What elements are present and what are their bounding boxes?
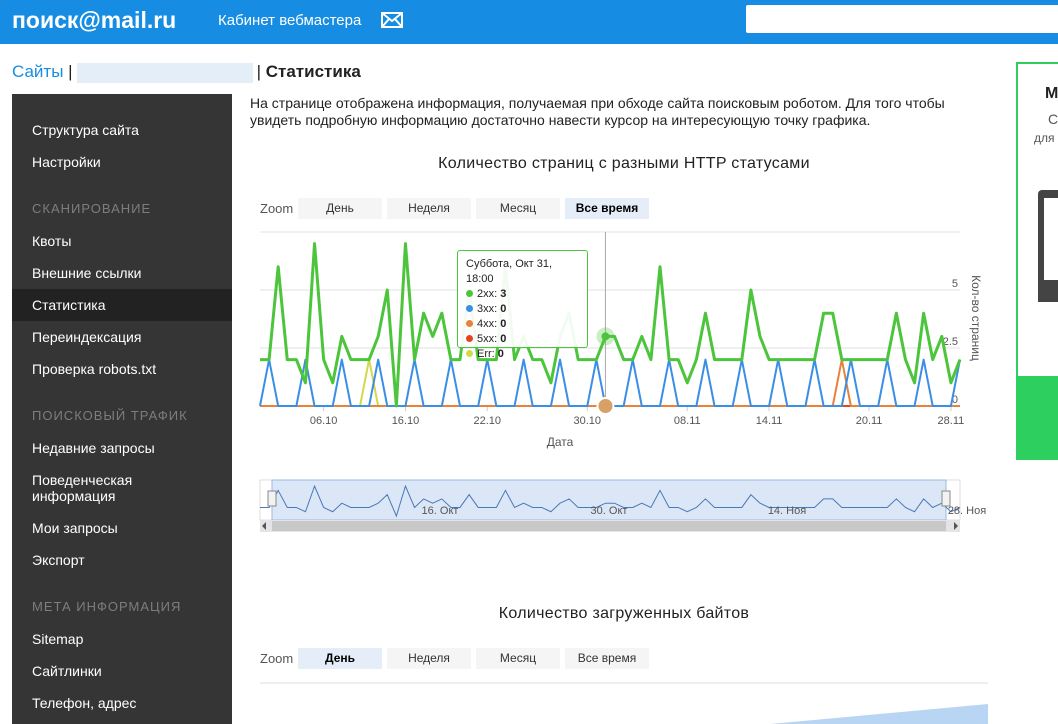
x-tick-label: 22.10: [474, 415, 502, 427]
chart-area: 0 2.5 5 06.10 16.10 22.10 30.10 08.11 14.11 20.11…: [259, 231, 988, 724]
tooltip: Суббота, Окт 31, 18:00 2xx: 3 3xx: 0 4xx: 0…: [457, 250, 588, 360]
tooltip-row: 3xx: 0: [466, 302, 579, 317]
legend-name: 5xx: [477, 333, 495, 345]
navigator-label: 16. Окт: [422, 505, 459, 517]
ad-banner[interactable]: М С для: [1016, 62, 1058, 460]
legend-dot: [466, 320, 473, 327]
search-input[interactable]: [746, 5, 1058, 33]
hover-point: [601, 332, 610, 341]
section-heading: МЕТА ИНФОРМАЦИЯ: [32, 599, 182, 614]
separator: |: [256, 62, 262, 81]
zoom-button[interactable]: Все время: [565, 648, 649, 669]
navigator-handle: [941, 490, 951, 507]
zoom-button[interactable]: Все время: [565, 198, 649, 219]
nav-item[interactable]: Структура сайта: [32, 122, 139, 138]
x-tick-label: 06.10: [310, 415, 338, 427]
banner-image: [1038, 190, 1058, 302]
legend-value: 0: [500, 333, 507, 345]
navigator-label: 30. Окт: [591, 505, 628, 517]
navigator-label: 14. Ноя: [768, 505, 806, 517]
x-tick-label: 16.10: [392, 415, 420, 427]
legend-name: 2xx: [477, 288, 495, 300]
y-tick-label: 2.5: [943, 336, 958, 348]
scrollbar-thumb: [272, 521, 946, 531]
x-axis-title: Дата: [547, 435, 574, 449]
nav-item[interactable]: Квоты: [32, 233, 72, 249]
nav-item[interactable]: Внешние ссылки: [32, 265, 142, 281]
legend-value: 0: [500, 318, 507, 330]
legend-value: 0: [500, 303, 507, 315]
nav-item[interactable]: Статистика: [12, 289, 232, 321]
legend-value: 3: [500, 288, 507, 300]
legend-dot: [466, 350, 473, 357]
zoom-bar: Zoom День Неделя Месяц Все время: [260, 198, 649, 219]
mail-icon[interactable]: [381, 12, 403, 28]
chart-title: Количество загруженных байтов: [498, 605, 750, 622]
tooltip-row: 5xx: 0: [466, 332, 579, 347]
banner-text: С: [1048, 111, 1058, 127]
nav-item[interactable]: Переиндексация: [32, 329, 142, 345]
current-page: Статистика: [265, 62, 361, 81]
legend-dot: [466, 335, 473, 342]
series-line: [260, 242, 962, 408]
zoom-bar: Zoom День Неделя Месяц Все время: [260, 648, 649, 669]
sidebar: Структура сайта Настройки СКАНИРОВАНИЕ Квот…: [12, 94, 232, 724]
x-tick-label: 20.11: [856, 415, 883, 427]
x-tick-label: 30.10: [574, 415, 602, 427]
separator: |: [68, 62, 73, 81]
y-tick-label: 5: [952, 278, 958, 290]
cabinet-link[interactable]: Кабинет вебмастера: [218, 12, 362, 29]
legend-name: Err: [477, 348, 492, 360]
tooltip-title: Суббота, Окт 31, 18:00: [466, 258, 553, 285]
chart-title: Количество страниц с разными HTTP статус…: [438, 155, 810, 172]
tooltip-row: 4xx: 0: [466, 317, 579, 332]
header: поиск@mail.ru Кабинет вебмастера: [0, 0, 1058, 44]
tooltip-row: 2xx: 3: [466, 287, 579, 302]
intro-text: На странице отображена информация, получ…: [250, 95, 945, 128]
nav-item[interactable]: Sitemap: [32, 631, 84, 647]
x-tick-label: 14.11: [756, 415, 783, 427]
legend-name: 3xx: [477, 303, 495, 315]
logo[interactable]: поиск@mail.ru: [12, 7, 177, 33]
zoom-label: Zoom: [260, 201, 294, 216]
zoom-button[interactable]: Неделя: [387, 198, 471, 219]
section-heading: СКАНИРОВАНИЕ: [32, 201, 152, 216]
tooltip-row: Err: 0: [466, 347, 579, 362]
nav-item[interactable]: Поведенческая информация: [32, 472, 133, 504]
x-tick-label: 28.11: [938, 415, 965, 427]
zoom-button[interactable]: Месяц: [476, 648, 560, 669]
banner-wave: [1018, 376, 1058, 458]
nav-item[interactable]: Недавние запросы: [32, 440, 155, 456]
x-tick-label: 08.11: [674, 415, 701, 427]
nav-item[interactable]: Мои запросы: [32, 520, 118, 536]
banner-text: М: [1045, 85, 1058, 102]
nav-item[interactable]: Проверка robots.txt: [32, 361, 157, 377]
navigator-line: [260, 484, 961, 518]
blurred-site: [76, 62, 253, 83]
nav-item[interactable]: Сайтлинки: [32, 663, 102, 679]
banner-text: для: [1034, 131, 1055, 145]
nav-item[interactable]: Экспорт: [32, 552, 85, 568]
breadcrumb: Сайты | | Статистика: [12, 62, 361, 83]
area-start: [770, 704, 988, 724]
zoom-button[interactable]: День: [298, 648, 382, 669]
section-heading: ПОИСКОВЫЙ ТРАФИК: [32, 408, 188, 423]
legend-dot: [466, 290, 473, 297]
zoom-button[interactable]: День: [298, 198, 382, 219]
zoom-button[interactable]: Неделя: [387, 648, 471, 669]
sites-link[interactable]: Сайты: [12, 62, 64, 81]
legend-dot: [466, 305, 473, 312]
legend-name: 4xx: [477, 318, 495, 330]
zoom-label: Zoom: [260, 651, 294, 666]
flag-marker: [596, 397, 615, 415]
nav-item[interactable]: Телефон, адрес: [32, 695, 137, 711]
y-axis-title: Кол-во страниц: [969, 275, 983, 361]
zoom-button[interactable]: Месяц: [476, 198, 560, 219]
y-tick-label: 0: [952, 394, 958, 406]
navigator-label: 28. Ноя: [948, 505, 986, 517]
legend-value: 0: [497, 348, 504, 360]
nav-item[interactable]: Настройки: [32, 154, 101, 170]
navigator-handle: [267, 490, 277, 507]
